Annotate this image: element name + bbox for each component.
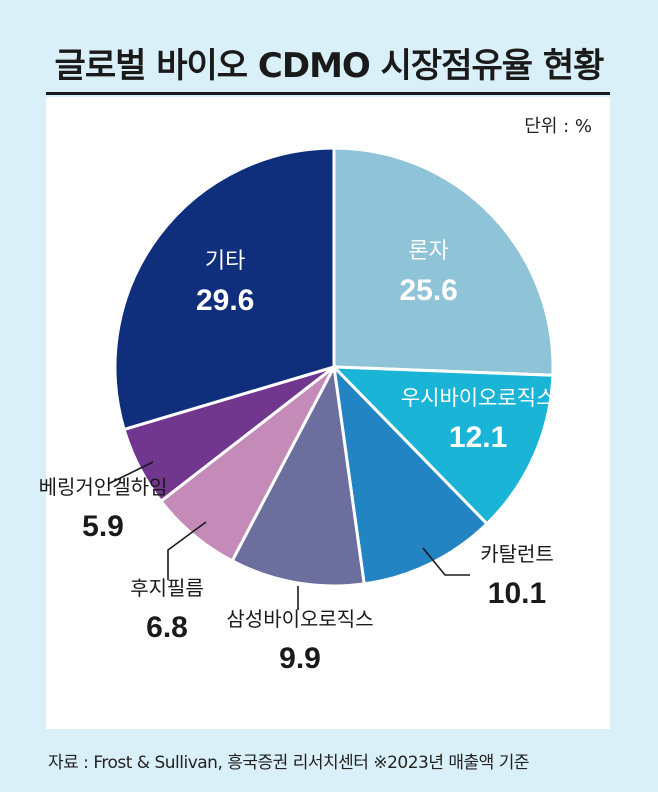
pie-slice	[230, 365, 366, 588]
source-note: 자료 : Frost & Sullivan, 흥국증권 리서치센터 ※2023년…	[48, 753, 529, 773]
leader-line	[167, 521, 207, 580]
slice-label: 우시바이오로직스	[401, 386, 556, 410]
slice-value-label: 9.9	[279, 642, 321, 675]
slice-value-label: 12.1	[449, 421, 507, 454]
slice-value-label: 29.6	[196, 284, 254, 317]
leader-line	[422, 547, 470, 576]
chart-title: 글로벌 바이오 CDMO 시장점유율 현황	[54, 46, 605, 86]
slice-label: 카탈런트	[480, 542, 554, 566]
pie-slice	[332, 365, 555, 526]
slice-value-label: 5.9	[82, 510, 124, 543]
pie-slice	[113, 146, 336, 431]
unit-label: 단위 : %	[524, 116, 592, 137]
title-divider	[46, 92, 610, 95]
pie-slice	[332, 146, 555, 377]
slice-label: 론자	[408, 239, 448, 264]
slice-value-label: 6.8	[146, 611, 188, 644]
slice-label: 베링거인겔하임	[39, 475, 168, 499]
slice-value-label: 25.6	[399, 274, 457, 307]
slice-label: 후지필름	[130, 576, 204, 600]
slice-label: 기타	[205, 249, 245, 274]
slice-value-label: 10.1	[488, 577, 546, 610]
pie-slice	[332, 365, 489, 586]
leader-line	[107, 461, 154, 485]
slice-label: 삼성바이오로직스	[226, 607, 373, 631]
